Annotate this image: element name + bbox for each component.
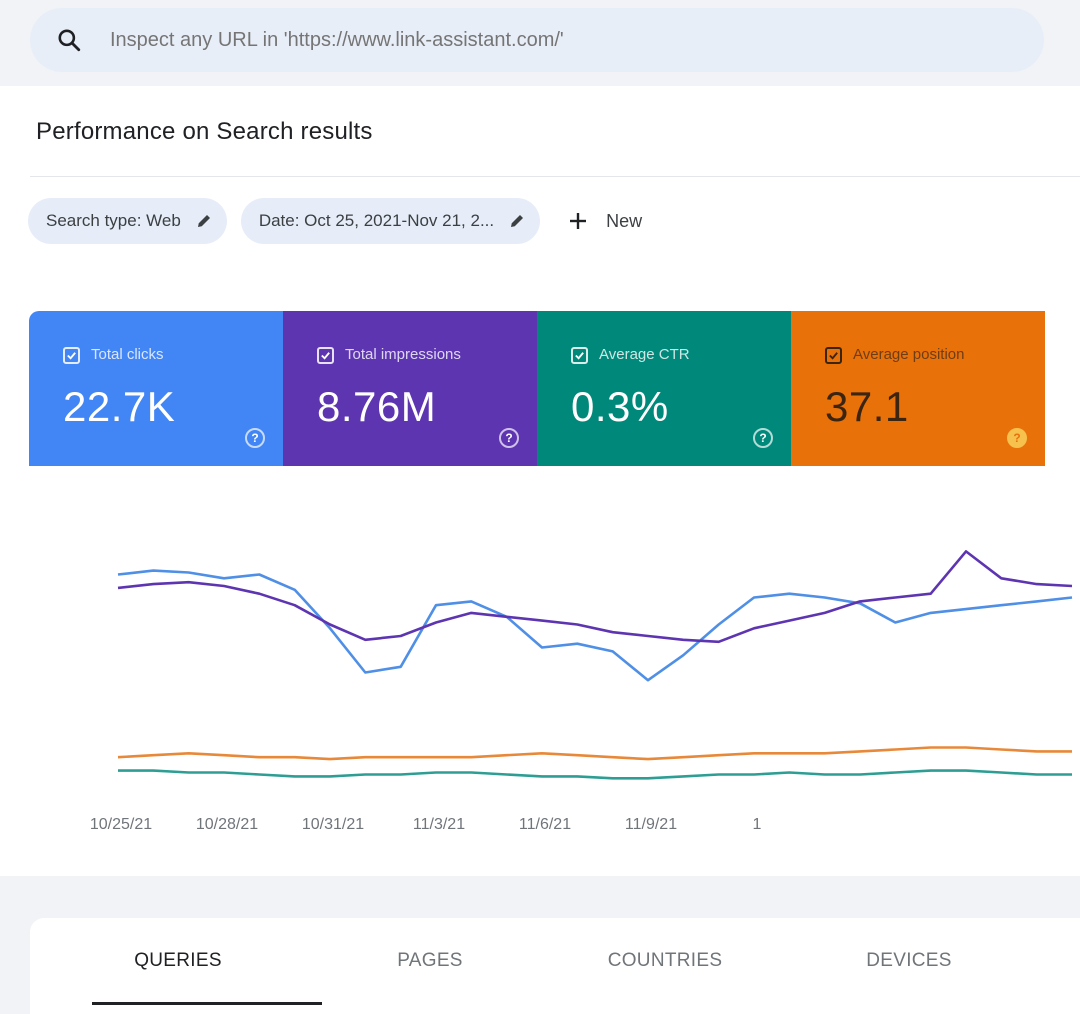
series-line-total-impressions xyxy=(117,550,1073,644)
search-icon xyxy=(58,29,81,52)
dimension-tabs: QUERIES PAGES COUNTRIES DEVICES xyxy=(30,918,1080,1014)
checkbox-checked-icon[interactable] xyxy=(63,347,80,364)
x-tick-label: 11/3/21 xyxy=(412,816,466,833)
help-icon[interactable]: ? xyxy=(499,428,519,448)
metric-label: Average CTR xyxy=(599,346,690,363)
metric-value: 8.76M xyxy=(317,383,437,430)
metric-label: Total impressions xyxy=(345,346,461,363)
help-icon[interactable]: ? xyxy=(753,428,773,448)
line-chart xyxy=(117,550,1073,780)
metric-label: Total clicks xyxy=(91,346,164,363)
divider xyxy=(30,176,1080,177)
total-impressions-tile[interactable]: Total impressions 8.76M ? xyxy=(283,311,537,466)
checkbox-checked-icon[interactable] xyxy=(825,347,842,364)
plus-icon xyxy=(570,213,587,229)
pencil-icon xyxy=(197,215,210,227)
new-filter-label: New xyxy=(606,210,643,231)
search-type-filter-label: Search type: Web xyxy=(46,211,181,230)
date-filter-label: Date: Oct 25, 2021-Nov 21, 2... xyxy=(258,211,495,230)
tab-queries[interactable]: QUERIES xyxy=(134,950,222,971)
metric-value: 37.1 xyxy=(825,383,909,430)
metric-tiles: Total clicks 22.7K ? Total impressions 8… xyxy=(29,311,1045,466)
x-tick-label: 10/28/21 xyxy=(195,816,259,833)
active-tab-indicator xyxy=(92,1002,322,1005)
help-icon[interactable]: ? xyxy=(245,428,265,448)
average-ctr-tile[interactable]: Average CTR 0.3% ? xyxy=(537,311,791,466)
tab-pages[interactable]: PAGES xyxy=(397,950,463,971)
checkbox-checked-icon[interactable] xyxy=(571,347,588,364)
tab-devices[interactable]: DEVICES xyxy=(866,950,952,971)
checkbox-checked-icon[interactable] xyxy=(317,347,334,364)
metric-label: Average position xyxy=(853,346,965,363)
x-tick-label: 1 xyxy=(752,816,762,833)
performance-chart: 10/25/21 10/28/21 10/31/21 11/3/21 11/6/21 11… xyxy=(0,466,1080,866)
search-type-filter-chip[interactable]: Search type: Web xyxy=(28,198,227,244)
pencil-icon xyxy=(511,215,524,227)
page-title: Performance on Search results xyxy=(36,118,373,145)
x-tick-label: 11/9/21 xyxy=(624,816,678,833)
series-line-average-ctr xyxy=(118,769,1072,780)
help-icon[interactable]: ? xyxy=(1007,428,1027,448)
x-tick-label: 10/31/21 xyxy=(301,816,365,833)
new-filter-button[interactable]: New xyxy=(568,211,642,232)
series-line-total-clicks xyxy=(117,569,1073,682)
url-inspection-bar[interactable] xyxy=(30,8,1044,72)
filter-bar: Search type: Web Date: Oct 25, 2021-Nov … xyxy=(28,198,642,244)
x-tick-label: 10/25/21 xyxy=(89,816,153,833)
metric-value: 0.3% xyxy=(571,383,669,430)
tab-countries[interactable]: COUNTRIES xyxy=(607,950,723,971)
average-position-tile[interactable]: Average position 37.1 ? xyxy=(791,311,1045,466)
series-line-average-position xyxy=(117,746,1072,761)
x-tick-label: 11/6/21 xyxy=(518,816,572,833)
date-filter-chip[interactable]: Date: Oct 25, 2021-Nov 21, 2... xyxy=(240,198,541,244)
search-input[interactable] xyxy=(110,28,910,52)
total-clicks-tile[interactable]: Total clicks 22.7K ? xyxy=(29,311,283,466)
metric-value: 22.7K xyxy=(63,383,176,430)
